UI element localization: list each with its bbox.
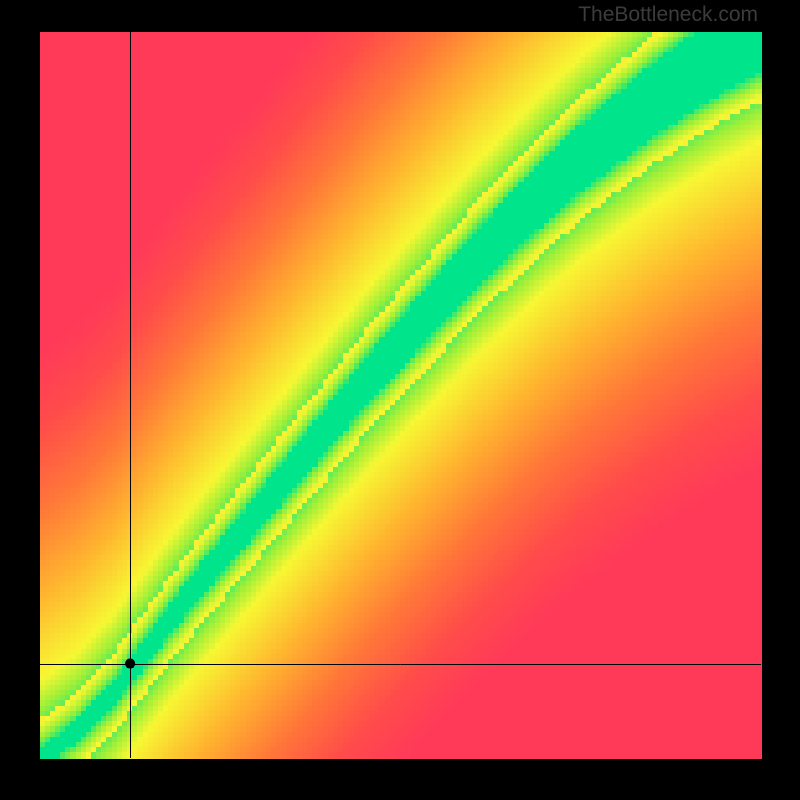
bottleneck-heatmap [0, 0, 800, 800]
chart-container: { "watermark": { "text": "TheBottleneck.… [0, 0, 800, 800]
watermark-text: TheBottleneck.com [578, 3, 758, 27]
